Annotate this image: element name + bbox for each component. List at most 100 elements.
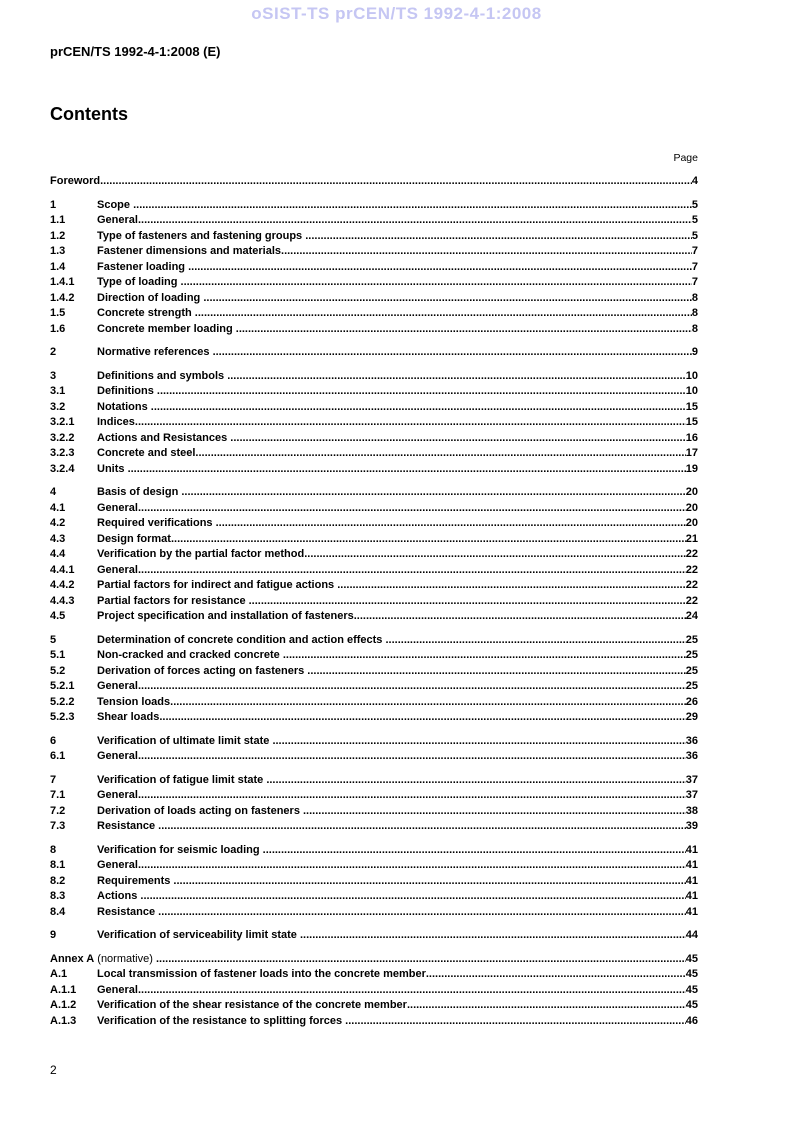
toc-entry-title: Concrete strength [97, 307, 195, 319]
toc-entry-page: 7 [691, 260, 698, 273]
toc-entry-page: 22 [685, 594, 698, 607]
toc-group: 8 Verification for seismic loading ......… [50, 843, 698, 921]
toc-entry: Foreword................................… [50, 174, 698, 190]
toc-entry-title: Verification of fatigue limit state [97, 773, 267, 786]
toc-entry-title: Concrete and steel [97, 447, 196, 459]
toc-entry-page: 25 [685, 664, 698, 677]
toc-entry-number: 3.2 [50, 400, 66, 413]
toc-entry-page: 22 [685, 579, 698, 591]
toc-dot-leader: ........................................… [127, 462, 686, 475]
toc-group: 1 Scope .................................… [50, 198, 698, 338]
toc-entry: 4.4 Verification by the partial factor me… [50, 547, 698, 563]
toc-entry-title: Determination of concrete condition and … [97, 633, 386, 646]
toc-entry-title: General [97, 563, 138, 576]
toc-dot-leader: ........................................… [100, 175, 692, 187]
toc-entry: 1.4 Fastener loading ....................… [50, 260, 698, 276]
toc-dot-leader: ........................................… [137, 501, 686, 514]
toc-entry: 6.1 General..............................… [50, 749, 698, 765]
footer-page-number: 2 [50, 1063, 57, 1077]
document-reference-header: prCEN/TS 1992-4-1:2008 (E) [50, 44, 221, 59]
toc-entry-title: Notations [97, 400, 151, 413]
toc-entry-page: 45 [685, 999, 698, 1011]
toc-entry-page: 22 [685, 563, 698, 576]
toc-dot-leader: ........................................… [150, 400, 686, 413]
toc-entry: 7 Verification of fatigue limit state ...… [50, 773, 698, 789]
toc-entry-number: 1.4.2 [50, 291, 75, 304]
toc-entry: Annex A (normative) ....................… [50, 952, 698, 968]
watermark-text: oSIST-TS prCEN/TS 1992-4-1:2008 [251, 4, 542, 23]
toc-entry: 5.2.3 Shear loads........................… [50, 710, 698, 726]
toc-entry-number: 1.6 [50, 322, 66, 335]
toc-entry-page: 19 [685, 462, 698, 475]
toc-entry-title: Actions [97, 890, 141, 902]
toc-entry-page: 5 [691, 229, 698, 242]
toc-dot-leader: ........................................… [173, 874, 685, 887]
toc-entry-number: A.1.2 [50, 999, 77, 1011]
toc-entry-number: 1.4.1 [50, 276, 75, 288]
toc-entry-number: A.1.1 [50, 983, 77, 996]
toc-dot-leader: ........................................… [248, 594, 686, 607]
toc-dot-leader: ........................................… [170, 695, 686, 708]
toc-entry-title: Shear loads [97, 711, 160, 723]
toc-dot-leader: ........................................… [194, 307, 692, 319]
toc-entry-number: 5.2.3 [50, 711, 75, 723]
toc-entry-number: 4.4.3 [50, 594, 75, 607]
toc-entry: A.1 Local transmission of fastener loads … [50, 967, 698, 983]
toc-dot-leader: ........................................… [227, 369, 686, 382]
contents-heading: Contents [50, 104, 128, 124]
toc-dot-leader: ........................................… [195, 447, 686, 459]
toc-dot-leader: ........................................… [137, 750, 686, 762]
toc-entry: 6 Verification of ultimate limit state ..… [50, 734, 698, 750]
toc-entry-number: 5.2.2 [50, 695, 75, 708]
toc-entry-page: 15 [685, 416, 698, 428]
toc-entry-number: 4.4 [50, 548, 66, 560]
toc-entry: 8.3 Actions .............................… [50, 889, 698, 905]
toc-entry-number: 8.1 [50, 859, 66, 871]
toc-entry-number: 4.4.1 [50, 563, 75, 576]
toc-dot-leader: ........................................… [203, 291, 692, 304]
toc-entry-page: 41 [685, 890, 698, 902]
toc-entry-page: 7 [691, 245, 698, 257]
toc-entry-number: 7 [50, 773, 57, 786]
toc-entry-title: Verification of the resistance to splitt… [97, 1014, 346, 1027]
toc-entry-page: 39 [685, 820, 698, 832]
toc-entry: 1.2 Type of fasteners and fastening group… [50, 229, 698, 245]
toc-entry-page: 8 [691, 291, 698, 304]
toc-entry: 3.2.1 Indices............................… [50, 415, 698, 431]
toc-dot-leader: ........................................… [299, 929, 686, 941]
toc-entry: 5.1 Non-cracked and cracked concrete ....… [50, 648, 698, 664]
toc-entry: A.1.1 General............................… [50, 983, 698, 999]
toc-groups: Foreword................................… [50, 174, 698, 1029]
toc-dot-leader: ........................................… [180, 276, 692, 288]
toc-entry-number: A.1.3 [50, 1014, 77, 1027]
toc-entry: 1.3 Fastener dimensions and materials....… [50, 244, 698, 260]
toc-dot-leader: ........................................… [156, 385, 686, 397]
toc-entry-page: 8 [691, 307, 698, 319]
toc-entry-number: 6 [50, 734, 57, 747]
toc-entry-number: 1 [50, 198, 57, 211]
toc-entry-title: Design format [97, 532, 171, 545]
toc-entry: A.1.2 Verification of the shear resistanc… [50, 998, 698, 1014]
toc-dot-leader: ........................................… [230, 431, 686, 444]
toc-entry-title: Fastener loading [97, 260, 189, 273]
toc-entry-title: Concrete member loading [97, 322, 236, 335]
toc-entry-title: Units [97, 462, 128, 475]
toc-dot-leader: ........................................… [137, 789, 686, 801]
toc-entry-page: 17 [685, 447, 698, 459]
toc-entry-page: 5 [691, 198, 698, 211]
toc-entry-title: Verification for seismic loading [97, 843, 263, 856]
toc-entry: 8.4 Resistance ..........................… [50, 905, 698, 921]
toc-entry: 4.3 Design format........................… [50, 532, 698, 548]
toc-dot-leader: ........................................… [304, 548, 686, 560]
toc-dot-leader: ........................................… [212, 346, 692, 358]
toc-entry-number: A.1 [50, 968, 68, 980]
toc-entry-page: 25 [685, 649, 698, 661]
toc-entry-page: 41 [685, 843, 698, 856]
toc-entry-title: General [97, 680, 138, 692]
toc-entry-number: 5.2.1 [50, 680, 75, 692]
toc-entry-page: 21 [685, 532, 698, 545]
toc-entry-page: 22 [685, 548, 698, 560]
toc-group: Annex A (normative) ....................… [50, 952, 698, 1030]
toc-entry: 1.1 General..............................… [50, 213, 698, 229]
toc-group: 4 Basis of design .......................… [50, 485, 698, 625]
